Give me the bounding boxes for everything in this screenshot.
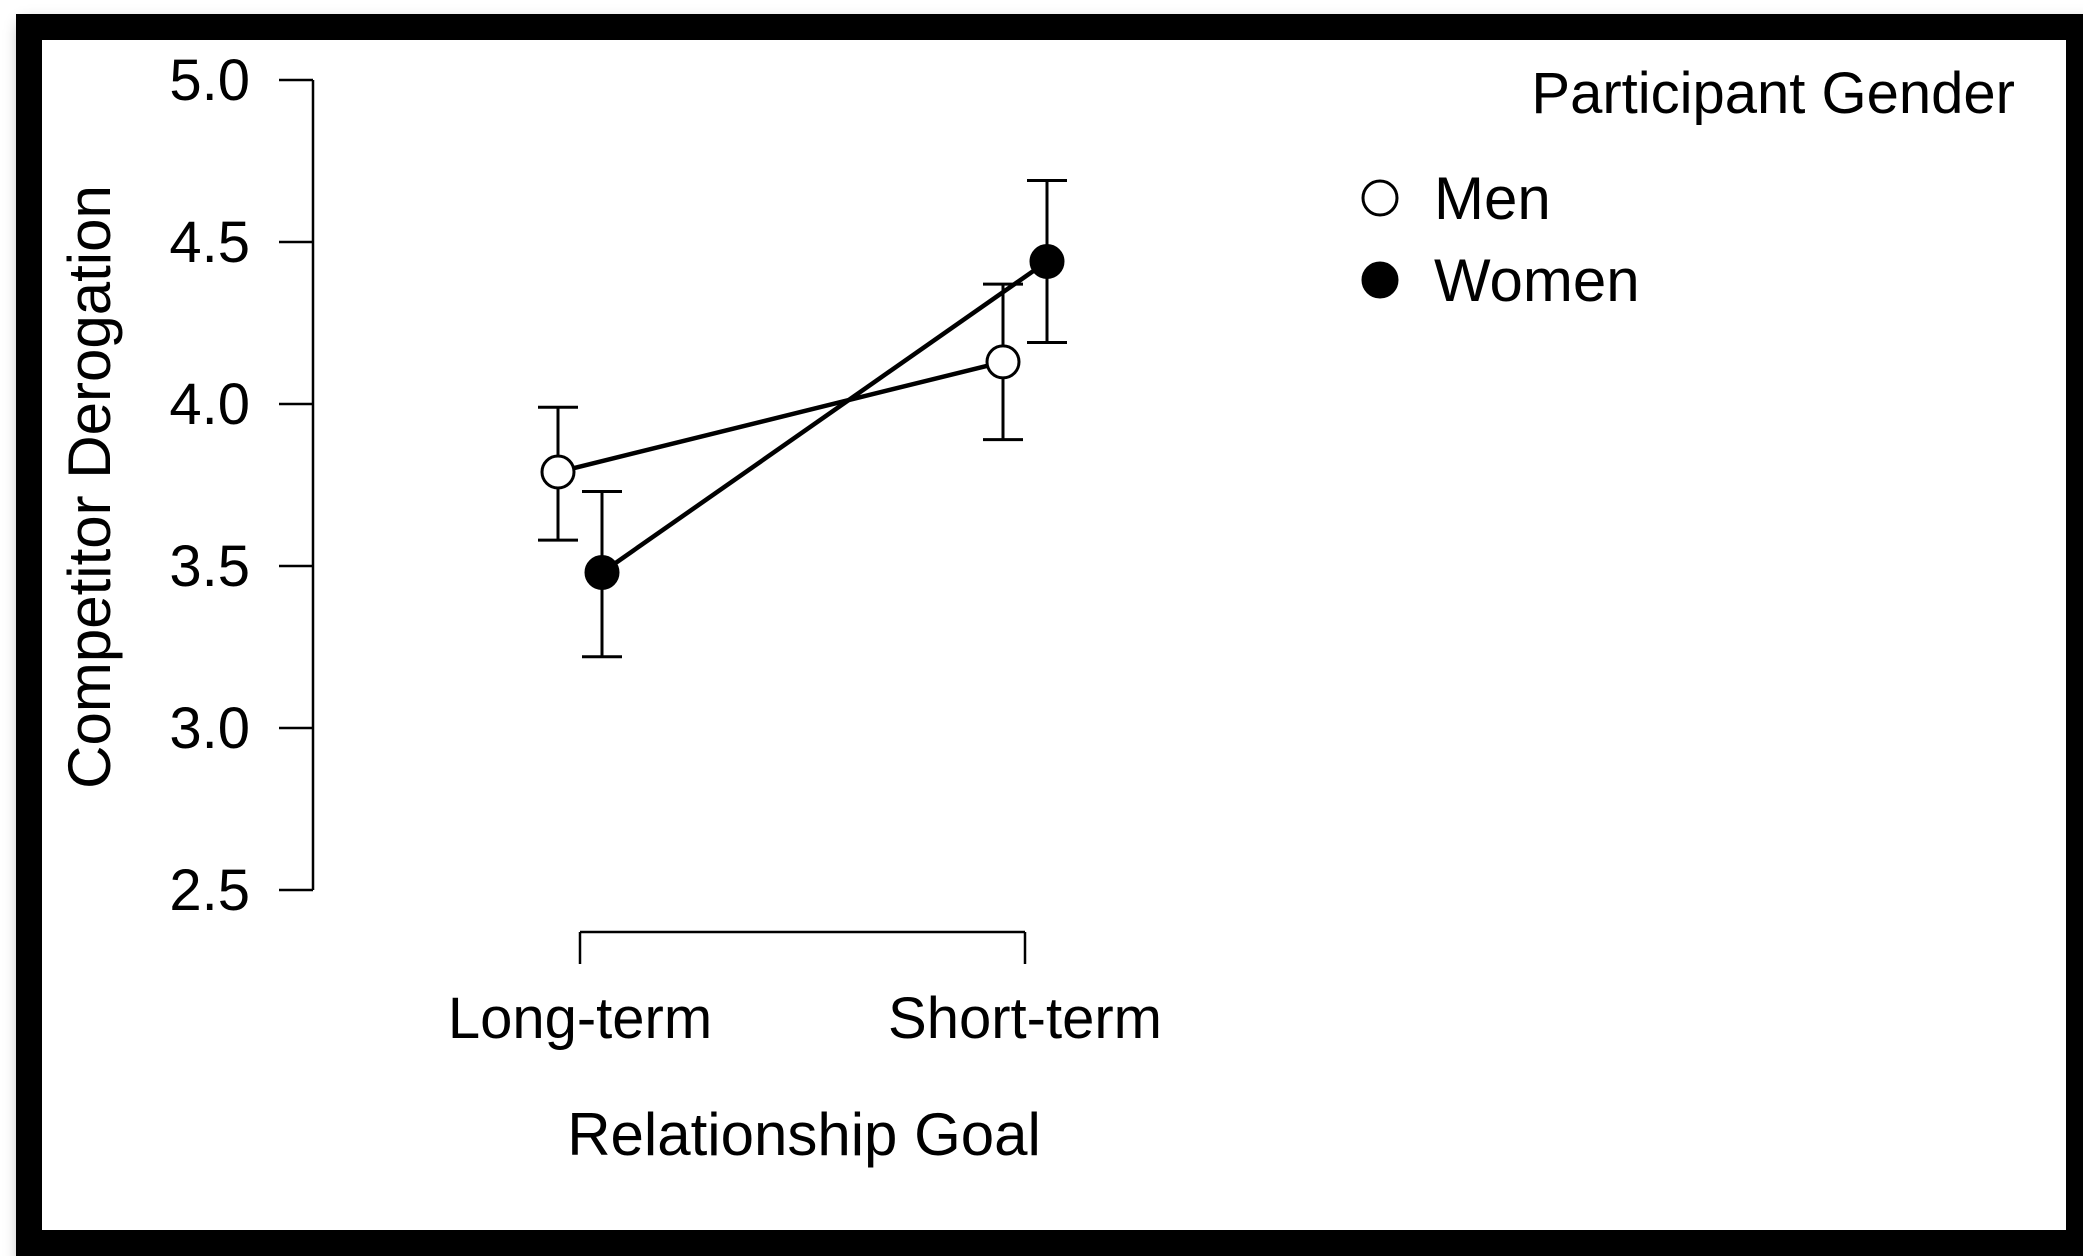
legend-marker-women <box>1361 261 1399 299</box>
x-tick-label: Long-term <box>448 986 712 1051</box>
data-point-men <box>540 454 576 490</box>
data-point-women <box>1029 243 1065 279</box>
y-tick-label: 2.5 <box>169 858 250 923</box>
y-tick-label: 3.5 <box>169 534 250 599</box>
x-axis-label: Relationship Goal <box>567 1101 1041 1168</box>
chart-frame <box>16 14 2083 1256</box>
y-tick-label: 3.0 <box>169 696 250 761</box>
series-line-women <box>600 259 1049 575</box>
legend-label-women: Women <box>1434 247 1640 314</box>
series-layer <box>538 178 1067 659</box>
data-point-women <box>584 554 620 590</box>
y-axis: 2.5 3.0 3.5 4.0 4.5 5.0 <box>169 48 315 923</box>
x-axis: Long-term Short-term <box>448 930 1162 1051</box>
legend: Participant Gender Men Women <box>1361 61 2015 314</box>
y-tick-label: 4.5 <box>169 210 250 275</box>
data-point-men <box>985 344 1021 380</box>
legend-label-men: Men <box>1434 165 1551 232</box>
series-line-men <box>557 359 1004 475</box>
y-tick-label: 4.0 <box>169 372 250 437</box>
y-tick-label: 5.0 <box>169 48 250 113</box>
legend-marker-men <box>1361 179 1399 217</box>
legend-title: Participant Gender <box>1531 61 2015 126</box>
x-tick-label: Short-term <box>888 986 1162 1051</box>
y-axis-label: Competitor Derogation <box>56 185 123 789</box>
